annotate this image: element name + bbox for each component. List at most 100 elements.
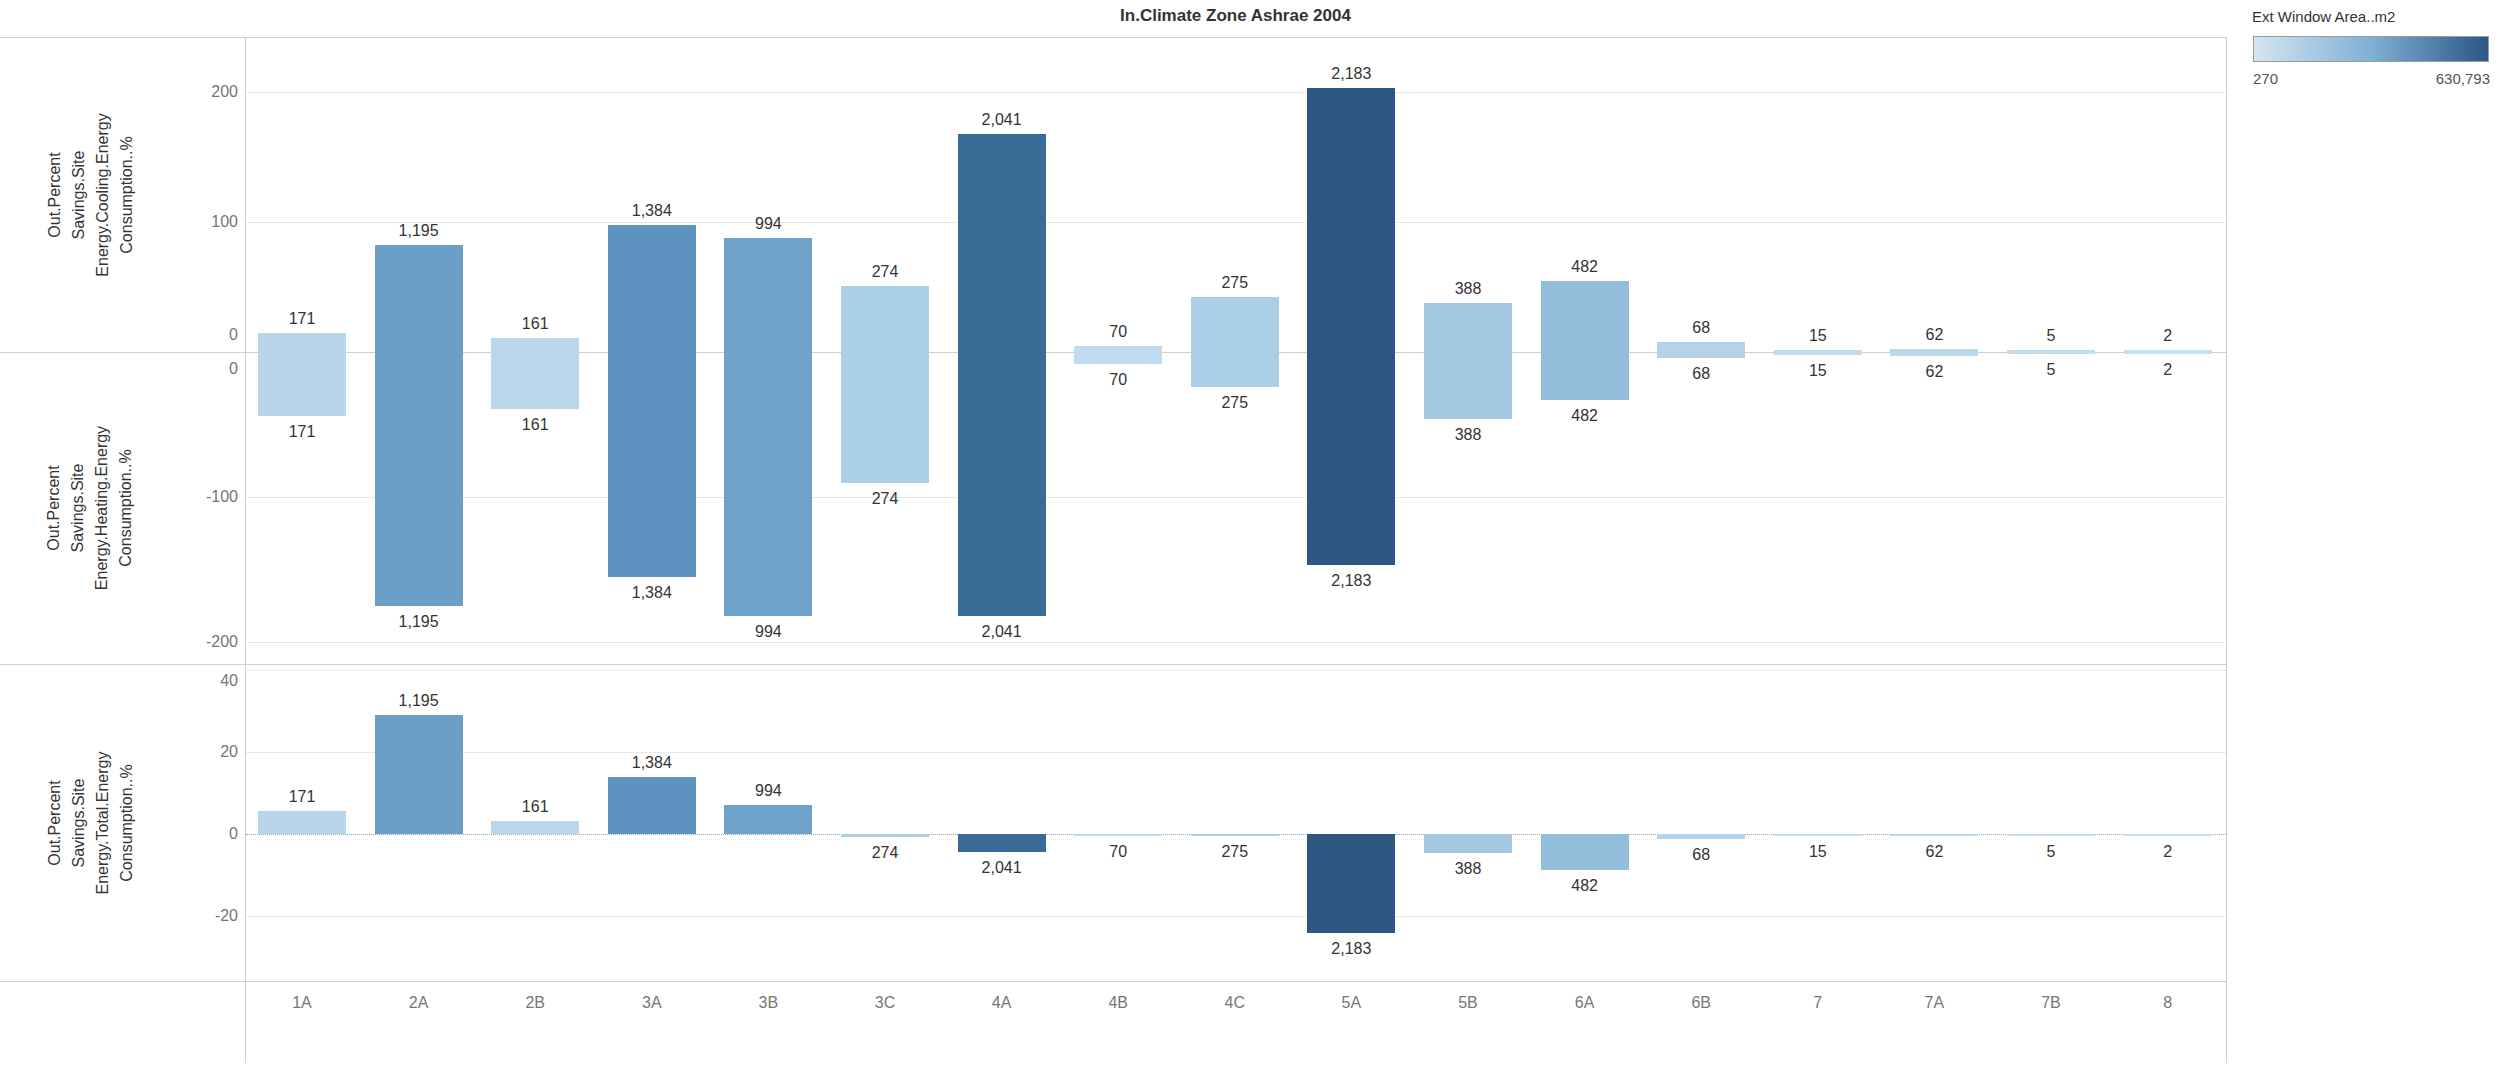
- bar-value-label: 171: [242, 422, 362, 442]
- bar-value-label: 5: [1991, 326, 2111, 346]
- chart-canvas: In.Climate Zone Ashrae 2004 Out.PercentS…: [0, 0, 2500, 1067]
- bar-value-label: 1,195: [359, 691, 479, 711]
- bar-1A-panel-3[interactable]: [258, 811, 346, 834]
- bar-3B-panel-1[interactable]: [724, 238, 812, 352]
- bar-3B-panel-2[interactable]: [724, 352, 812, 616]
- bar-value-label: 1,384: [592, 201, 712, 221]
- bar-3C-panel-2[interactable]: [841, 352, 929, 483]
- bar-value-label: 2: [2108, 842, 2228, 862]
- bar-value-label: 1,195: [359, 612, 479, 632]
- gridline: [246, 752, 2226, 753]
- bar-6A-panel-1[interactable]: [1541, 281, 1629, 353]
- x-axis-label-3A: 3A: [597, 992, 707, 1014]
- bar-3B-panel-3[interactable]: [724, 805, 812, 834]
- bar-5B-panel-1[interactable]: [1424, 303, 1512, 352]
- bar-value-label: 2,041: [942, 622, 1062, 642]
- bar-6B-panel-1[interactable]: [1657, 342, 1745, 352]
- bar-3C-panel-1[interactable]: [841, 286, 929, 352]
- bar-1A-panel-1[interactable]: [258, 333, 346, 353]
- bar-7A-panel-3[interactable]: [1890, 834, 1978, 836]
- axis-title-line: Consumption..%: [114, 352, 138, 664]
- x-axis-label-7: 7: [1763, 992, 1873, 1014]
- bar-5A-panel-2[interactable]: [1307, 352, 1395, 565]
- bar-value-label: 388: [1408, 425, 1528, 445]
- axis-title-line: Out.Percent: [42, 352, 66, 664]
- bar-3A-panel-2[interactable]: [608, 352, 696, 577]
- legend-max-label: 630,793: [2380, 70, 2490, 87]
- bar-2B-panel-1[interactable]: [491, 338, 579, 352]
- bar-4A-panel-2[interactable]: [958, 352, 1046, 616]
- bar-4C-panel-1[interactable]: [1191, 297, 1279, 352]
- x-axis-label-8: 8: [2113, 992, 2223, 1014]
- y-tick-label: 40: [150, 671, 238, 691]
- axis-title-line: Energy.Total.Energy: [90, 664, 114, 981]
- bar-3A-panel-1[interactable]: [608, 225, 696, 352]
- bar-value-label: 994: [708, 214, 828, 234]
- bar-2B-panel-3[interactable]: [491, 821, 579, 834]
- bar-6B-panel-3[interactable]: [1657, 834, 1745, 839]
- bar-5B-panel-2[interactable]: [1424, 352, 1512, 419]
- bar-value-label: 275: [1175, 393, 1295, 413]
- bar-value-label: 5: [1991, 842, 2111, 862]
- x-axis-label-2A: 2A: [364, 992, 474, 1014]
- bar-4B-panel-2[interactable]: [1074, 352, 1162, 364]
- bar-2A-panel-3[interactable]: [375, 715, 463, 834]
- axis-title-line: Out.Percent: [42, 664, 66, 981]
- bar-value-label: 2,183: [1291, 571, 1411, 591]
- bar-5A-panel-3[interactable]: [1307, 834, 1395, 933]
- x-axis-line: [0, 981, 2226, 982]
- pane-top-border: [0, 37, 2226, 38]
- bar-value-label: 62: [1874, 362, 1994, 382]
- bar-value-label: 274: [825, 843, 945, 863]
- bar-2A-panel-2[interactable]: [375, 352, 463, 606]
- gridline: [246, 497, 2226, 498]
- bar-value-label: 161: [475, 415, 595, 435]
- pane-right-border: [2226, 37, 2227, 1063]
- x-axis-label-3B: 3B: [713, 992, 823, 1014]
- bar-value-label: 171: [242, 309, 362, 329]
- bar-value-label: 994: [708, 781, 828, 801]
- chart-title: In.Climate Zone Ashrae 2004: [245, 6, 2226, 26]
- bar-3A-panel-3[interactable]: [608, 777, 696, 834]
- bar-6A-panel-3[interactable]: [1541, 834, 1629, 870]
- bar-8-panel-2[interactable]: [2124, 352, 2212, 354]
- bar-4B-panel-3[interactable]: [1074, 834, 1162, 836]
- x-axis-label-7A: 7A: [1879, 992, 1989, 1014]
- bar-3C-panel-3[interactable]: [841, 834, 929, 837]
- bar-6B-panel-2[interactable]: [1657, 352, 1745, 358]
- bar-2B-panel-2[interactable]: [491, 352, 579, 409]
- bar-value-label: 5: [1991, 360, 2111, 380]
- x-axis-label-4A: 4A: [947, 992, 1057, 1014]
- bar-7A-panel-2[interactable]: [1890, 352, 1978, 356]
- y-tick-label: -200: [150, 632, 238, 652]
- legend-title: Ext Window Area..m2: [2252, 8, 2496, 25]
- y-tick-label: 0: [150, 824, 238, 844]
- gridline: [246, 670, 2226, 671]
- bar-value-label: 161: [475, 314, 595, 334]
- x-axis-label-3C: 3C: [830, 992, 940, 1014]
- y-tick-label: 100: [150, 212, 238, 232]
- bar-7-panel-3[interactable]: [1774, 834, 1862, 836]
- bar-6A-panel-2[interactable]: [1541, 352, 1629, 400]
- axis-title-line: Savings.Site: [66, 664, 90, 981]
- bar-value-label: 2: [2108, 326, 2228, 346]
- bar-value-label: 1,195: [359, 221, 479, 241]
- bar-value-label: 482: [1525, 257, 1645, 277]
- bar-4C-panel-3[interactable]: [1191, 834, 1279, 836]
- bar-4A-panel-1[interactable]: [958, 134, 1046, 352]
- legend-color-gradient[interactable]: [2253, 36, 2489, 62]
- bar-4A-panel-3[interactable]: [958, 834, 1046, 852]
- bar-5A-panel-1[interactable]: [1307, 88, 1395, 352]
- bar-7-panel-2[interactable]: [1774, 352, 1862, 355]
- bar-value-label: 68: [1641, 364, 1761, 384]
- bar-8-panel-3[interactable]: [2124, 834, 2212, 836]
- bar-2A-panel-1[interactable]: [375, 245, 463, 352]
- bar-7B-panel-3[interactable]: [2007, 834, 2095, 836]
- bar-7B-panel-2[interactable]: [2007, 352, 2095, 354]
- bar-value-label: 161: [475, 797, 595, 817]
- x-axis-label-4B: 4B: [1063, 992, 1173, 1014]
- bar-4C-panel-2[interactable]: [1191, 352, 1279, 387]
- bar-5B-panel-3[interactable]: [1424, 834, 1512, 853]
- bar-1A-panel-2[interactable]: [258, 352, 346, 416]
- axis-title-line: Out.Percent: [42, 37, 66, 352]
